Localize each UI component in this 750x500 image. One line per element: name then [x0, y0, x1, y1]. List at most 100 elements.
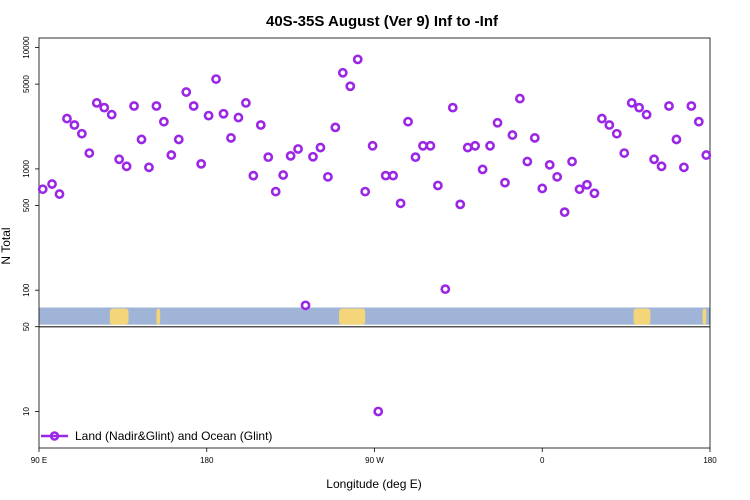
data-point	[151, 101, 162, 111]
data-point	[619, 148, 630, 158]
data-point	[308, 151, 318, 162]
data-point	[278, 170, 289, 180]
data-point	[589, 188, 600, 199]
x-tick-label: 0	[540, 456, 545, 465]
data-point	[582, 179, 592, 190]
data-point	[121, 161, 132, 172]
data-point	[604, 120, 615, 130]
data-point	[263, 152, 274, 163]
data-point	[203, 110, 214, 121]
data-point	[173, 134, 184, 145]
data-point	[300, 300, 311, 311]
land-patch	[156, 308, 161, 325]
data-point	[425, 140, 436, 151]
data-point	[388, 170, 399, 181]
data-point	[462, 142, 473, 153]
data-point	[596, 113, 607, 124]
data-point	[522, 156, 533, 167]
land-patch	[339, 308, 366, 325]
data-point	[693, 116, 704, 127]
data-point	[166, 150, 177, 160]
data-point	[136, 134, 147, 145]
legend-label: Land (Nadir&Glint) and Ocean (Glint)	[75, 429, 272, 443]
data-point	[492, 117, 503, 128]
x-tick-label: 90 E	[31, 456, 47, 465]
data-point	[37, 184, 48, 195]
data-point	[470, 140, 481, 151]
data-point	[106, 109, 117, 120]
data-point	[500, 177, 510, 188]
data-point	[114, 154, 125, 165]
data-point	[447, 102, 458, 113]
data-point	[69, 120, 80, 130]
x-tick-label: 180	[200, 456, 214, 465]
y-tick-label: 5000	[22, 75, 31, 93]
ocean-strip	[39, 307, 710, 325]
data-point	[679, 162, 689, 173]
data-point	[270, 186, 281, 197]
land-patch	[109, 308, 129, 325]
data-point	[158, 116, 169, 127]
plot-frame	[38, 37, 711, 449]
land-patch	[633, 308, 651, 325]
data-point	[293, 144, 303, 154]
data-point	[62, 113, 72, 124]
data-point	[188, 101, 199, 111]
data-point	[395, 198, 406, 209]
data-point	[240, 98, 251, 108]
data-point	[567, 156, 577, 167]
data-point	[337, 67, 348, 78]
data-point	[144, 162, 154, 173]
data-point	[352, 54, 363, 65]
legend-marker	[49, 431, 60, 441]
data-point	[211, 74, 221, 84]
data-point	[649, 154, 659, 165]
data-point	[626, 98, 637, 108]
data-point	[54, 189, 65, 199]
data-point	[255, 120, 266, 130]
data-point	[323, 171, 333, 182]
data-point	[47, 179, 57, 189]
data-point	[285, 150, 296, 161]
data-point	[686, 101, 697, 111]
data-point	[477, 164, 488, 175]
data-point	[233, 112, 244, 123]
data-point	[181, 87, 192, 97]
data-point	[574, 184, 585, 195]
data-point	[634, 102, 645, 113]
data-point	[330, 122, 341, 133]
y-tick-label: 500	[22, 198, 31, 212]
data-point	[360, 186, 371, 197]
data-point	[432, 180, 443, 191]
y-tick-label: 100	[22, 283, 31, 297]
data-point	[345, 81, 356, 92]
data-point	[455, 199, 466, 210]
data-point	[529, 133, 540, 143]
data-point	[403, 116, 413, 127]
y-tick-label: 10000	[22, 36, 31, 59]
data-point	[701, 150, 712, 160]
data-point	[248, 170, 259, 181]
x-tick-label: 90 W	[365, 456, 384, 465]
x-axis-label: Longitude (deg E)	[326, 477, 421, 491]
data-point	[226, 133, 236, 143]
x-tick-label: 180	[703, 456, 717, 465]
data-point	[418, 140, 428, 151]
data-point	[656, 161, 667, 172]
data-point	[91, 98, 102, 108]
data-point	[671, 134, 682, 145]
data-point	[410, 152, 421, 163]
data-point	[440, 284, 451, 295]
data-point	[196, 158, 207, 169]
data-point	[507, 130, 518, 140]
data-point	[611, 128, 622, 139]
data-point	[514, 93, 525, 104]
land-patch	[702, 308, 707, 325]
data-point	[218, 108, 229, 119]
data-point	[641, 109, 652, 120]
y-tick-label: 1000	[22, 159, 31, 177]
data-point	[664, 101, 674, 111]
data-point	[315, 142, 326, 153]
y-tick-label: 50	[22, 322, 31, 331]
